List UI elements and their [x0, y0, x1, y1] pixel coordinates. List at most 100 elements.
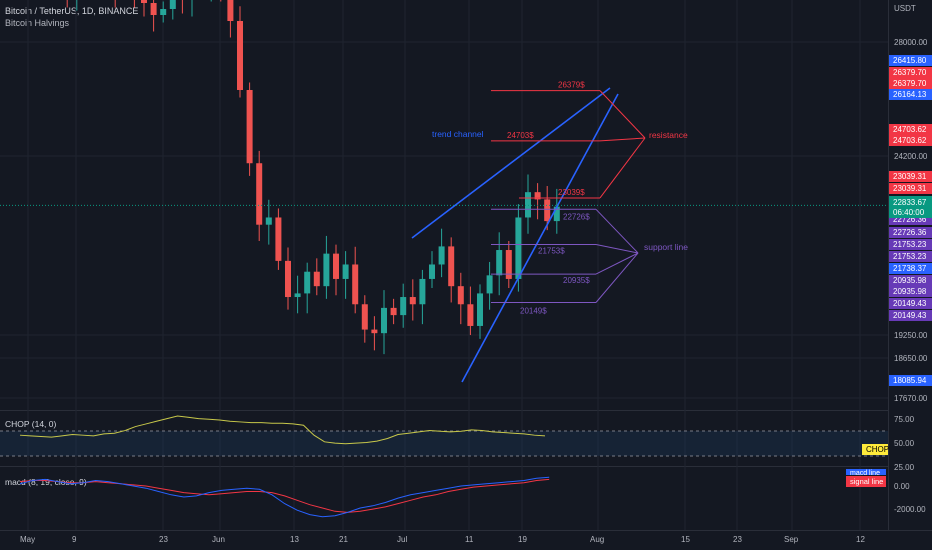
candle-body[interactable]: [429, 264, 435, 279]
price-axis-tag[interactable]: [889, 275, 932, 286]
price-axis-tag[interactable]: [889, 135, 932, 146]
price-axis-tag-text: 23039.31: [893, 172, 927, 181]
time-axis-label: 12: [856, 535, 865, 544]
candle-body[interactable]: [333, 253, 339, 279]
price-axis-tag-text: 24703.62: [893, 125, 927, 134]
candle-body[interactable]: [141, 0, 147, 3]
resistance-level-label: 24703$: [507, 131, 534, 140]
time-axis-label: 13: [290, 535, 299, 544]
candle-body[interactable]: [505, 250, 512, 279]
price-axis-tag[interactable]: [889, 78, 932, 89]
chop-line: [19, 415, 546, 445]
candle-body[interactable]: [544, 199, 551, 222]
chop-tag[interactable]: [862, 444, 888, 455]
resistance-arrow: [599, 137, 646, 199]
candle-body[interactable]: [438, 246, 445, 265]
candle-body[interactable]: [227, 0, 234, 21]
candle-body[interactable]: [371, 329, 378, 334]
macd-title: macd (8, 19, close, 9): [5, 477, 87, 487]
candle-body[interactable]: [467, 304, 474, 326]
price-axis-tag-text: 20935.98: [893, 287, 927, 296]
current-price-tag[interactable]: [889, 196, 932, 218]
price-axis-tag[interactable]: [889, 171, 932, 182]
candle-body[interactable]: [553, 206, 560, 222]
candle-body[interactable]: [486, 275, 493, 294]
support-level-label: 20935$: [563, 276, 590, 285]
candle-body[interactable]: [419, 278, 426, 305]
time-axis-label: 15: [681, 535, 690, 544]
time-axis-label: May: [20, 535, 35, 544]
price-axis-tag-text: 21738.37: [893, 264, 927, 273]
macd-tick-label: 0.00: [894, 482, 910, 491]
time-axis-label: Aug: [590, 535, 604, 544]
candle-body[interactable]: [342, 264, 349, 279]
chop-tick-label: 25.00: [894, 463, 915, 472]
price-axis-tag[interactable]: [889, 183, 932, 194]
symbol-title[interactable]: Bitcoin / TetherUS, 1D, BINANCE: [5, 6, 139, 16]
price-axis-tag[interactable]: [889, 251, 932, 262]
price-axis-tag[interactable]: [889, 214, 932, 225]
candle-body[interactable]: [323, 253, 330, 287]
candle-body[interactable]: [409, 297, 416, 305]
candle-body[interactable]: [160, 9, 167, 15]
price-axis-tag[interactable]: [889, 227, 932, 238]
macd-line-tag-text: macd line: [850, 470, 880, 477]
countdown-text: 06:40:00: [893, 208, 925, 217]
candle-body[interactable]: [496, 250, 503, 276]
price-tick-label: 18650.00: [894, 354, 928, 363]
macd-line-tag[interactable]: [846, 469, 886, 475]
price-axis-tag[interactable]: [889, 263, 932, 274]
candle-body[interactable]: [457, 286, 464, 305]
candle-body[interactable]: [237, 21, 243, 90]
price-axis-tag[interactable]: [889, 298, 932, 309]
candle-body[interactable]: [515, 217, 522, 279]
price-tick-label: 19250.00: [894, 331, 928, 340]
support-level-label: 20149$: [520, 306, 547, 315]
candle-body[interactable]: [525, 192, 531, 218]
price-axis-tag[interactable]: [889, 286, 932, 297]
price-axis-tag[interactable]: [889, 310, 932, 321]
candle-body[interactable]: [256, 163, 263, 225]
signal-line-tag[interactable]: [846, 476, 886, 487]
candle-body[interactable]: [294, 293, 301, 298]
candle-body[interactable]: [390, 307, 397, 316]
candle-body[interactable]: [275, 217, 282, 261]
resistance-arrow: [599, 90, 646, 139]
time-axis-separator: [0, 530, 932, 531]
candle-body[interactable]: [381, 307, 387, 334]
price-axis-tag[interactable]: [889, 239, 932, 250]
candle-body[interactable]: [265, 217, 272, 225]
price-axis-tag[interactable]: [889, 89, 932, 100]
candle-body[interactable]: [285, 260, 291, 298]
chop-tick-label: 75.00: [894, 415, 915, 424]
support-arrow: [595, 252, 639, 275]
price-axis-tag[interactable]: [889, 55, 932, 66]
indicator-label[interactable]: Bitcoin Halvings: [5, 18, 70, 28]
candle-body[interactable]: [448, 246, 455, 287]
price-axis-tag[interactable]: [889, 375, 932, 386]
resistance-arrow: [599, 137, 646, 142]
candle-body[interactable]: [352, 264, 359, 305]
candle-body[interactable]: [477, 293, 483, 326]
price-axis-tag-text: 26164.13: [893, 90, 927, 99]
price-axis-tag-text: 22726.36: [893, 215, 927, 224]
time-axis-label: 21: [339, 535, 348, 544]
candle-body[interactable]: [534, 192, 541, 200]
time-axis-label: Jul: [397, 535, 407, 544]
price-axis-tag-text: 21753.23: [893, 240, 927, 249]
candle-body[interactable]: [400, 297, 407, 316]
candle-body[interactable]: [246, 90, 253, 164]
candle-body[interactable]: [150, 3, 157, 15]
price-axis-tag-text: 26379.70: [893, 79, 927, 88]
price-axis-tag[interactable]: [889, 67, 932, 78]
candle-body[interactable]: [304, 271, 311, 294]
trend-channel-upper-line[interactable]: [411, 87, 611, 239]
trend-channel-lower-line[interactable]: [461, 93, 619, 383]
price-axis-tag[interactable]: [889, 124, 932, 135]
resistance-level-label: 26379$: [558, 81, 585, 90]
candle-body[interactable]: [169, 0, 176, 9]
candle-body[interactable]: [361, 304, 368, 330]
currency-label: USDT: [894, 4, 916, 13]
candle-body[interactable]: [313, 271, 320, 287]
